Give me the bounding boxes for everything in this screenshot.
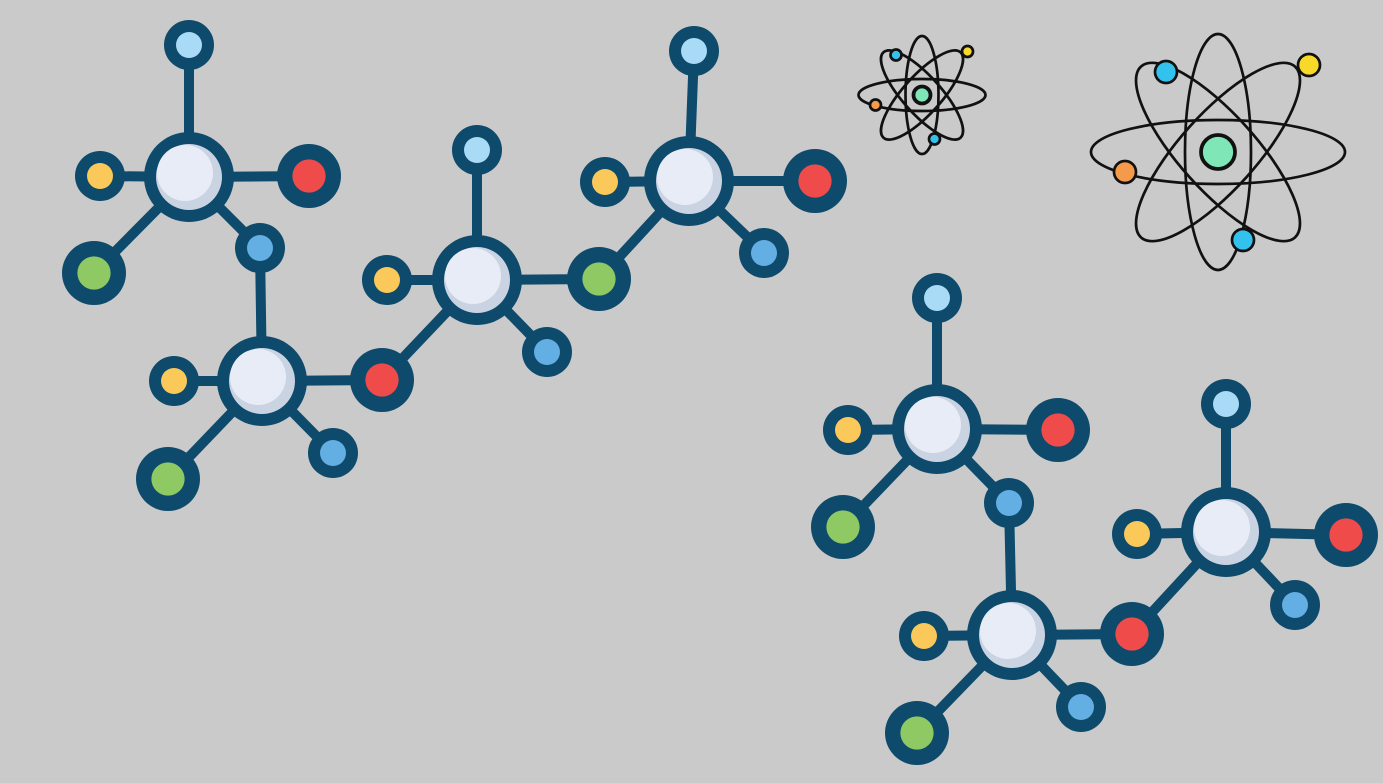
atom <box>374 267 400 293</box>
molecules-layer <box>62 20 1378 765</box>
nucleus <box>911 84 933 106</box>
orbit <box>1183 32 1253 272</box>
orbit <box>1134 61 1302 243</box>
atom <box>320 440 346 466</box>
central-atom <box>980 603 1036 659</box>
electron <box>868 98 883 112</box>
atom <box>1329 518 1363 552</box>
central-atom <box>157 145 213 201</box>
orbit <box>1134 61 1302 243</box>
atoms-layer <box>857 32 1347 272</box>
molecule-chain-icon <box>62 20 847 511</box>
atom-icon <box>857 34 987 156</box>
atom <box>464 137 490 163</box>
electron <box>1230 227 1256 253</box>
central-atom <box>445 248 501 304</box>
electron <box>1296 52 1322 78</box>
atom <box>365 363 399 397</box>
electron <box>1153 59 1179 85</box>
atom <box>247 235 273 261</box>
electron <box>927 132 942 146</box>
atom-icon <box>1089 32 1347 272</box>
electron <box>1112 159 1138 185</box>
electron <box>889 48 903 62</box>
atom <box>911 623 937 649</box>
atom <box>1213 391 1239 417</box>
atom <box>681 38 707 64</box>
atom <box>996 490 1022 516</box>
molecule-chain-icon <box>811 273 1378 765</box>
orbit <box>879 49 965 141</box>
atom <box>826 510 860 544</box>
central-atom <box>657 149 713 205</box>
central-atom <box>230 349 286 405</box>
nucleus <box>1199 133 1237 171</box>
atom <box>798 164 832 198</box>
electron <box>960 44 975 59</box>
orbit <box>1089 118 1347 186</box>
atom <box>582 262 616 296</box>
atom <box>924 285 950 311</box>
atom <box>1068 694 1094 720</box>
atom <box>592 169 618 195</box>
atom <box>751 240 777 266</box>
atom <box>292 159 326 193</box>
orbit <box>879 49 965 141</box>
atom <box>151 462 185 496</box>
atom <box>900 716 934 750</box>
atom <box>176 32 202 58</box>
central-atom <box>905 397 961 453</box>
atom <box>1115 617 1149 651</box>
atom <box>77 256 111 290</box>
atom <box>835 417 861 443</box>
atom <box>1282 592 1308 618</box>
central-atom <box>1194 500 1250 556</box>
orbit <box>904 34 940 156</box>
atom <box>534 339 560 365</box>
atom <box>87 163 113 189</box>
orbit <box>857 77 987 113</box>
atom <box>1124 521 1150 547</box>
atom <box>161 368 187 394</box>
atom <box>1041 413 1075 447</box>
